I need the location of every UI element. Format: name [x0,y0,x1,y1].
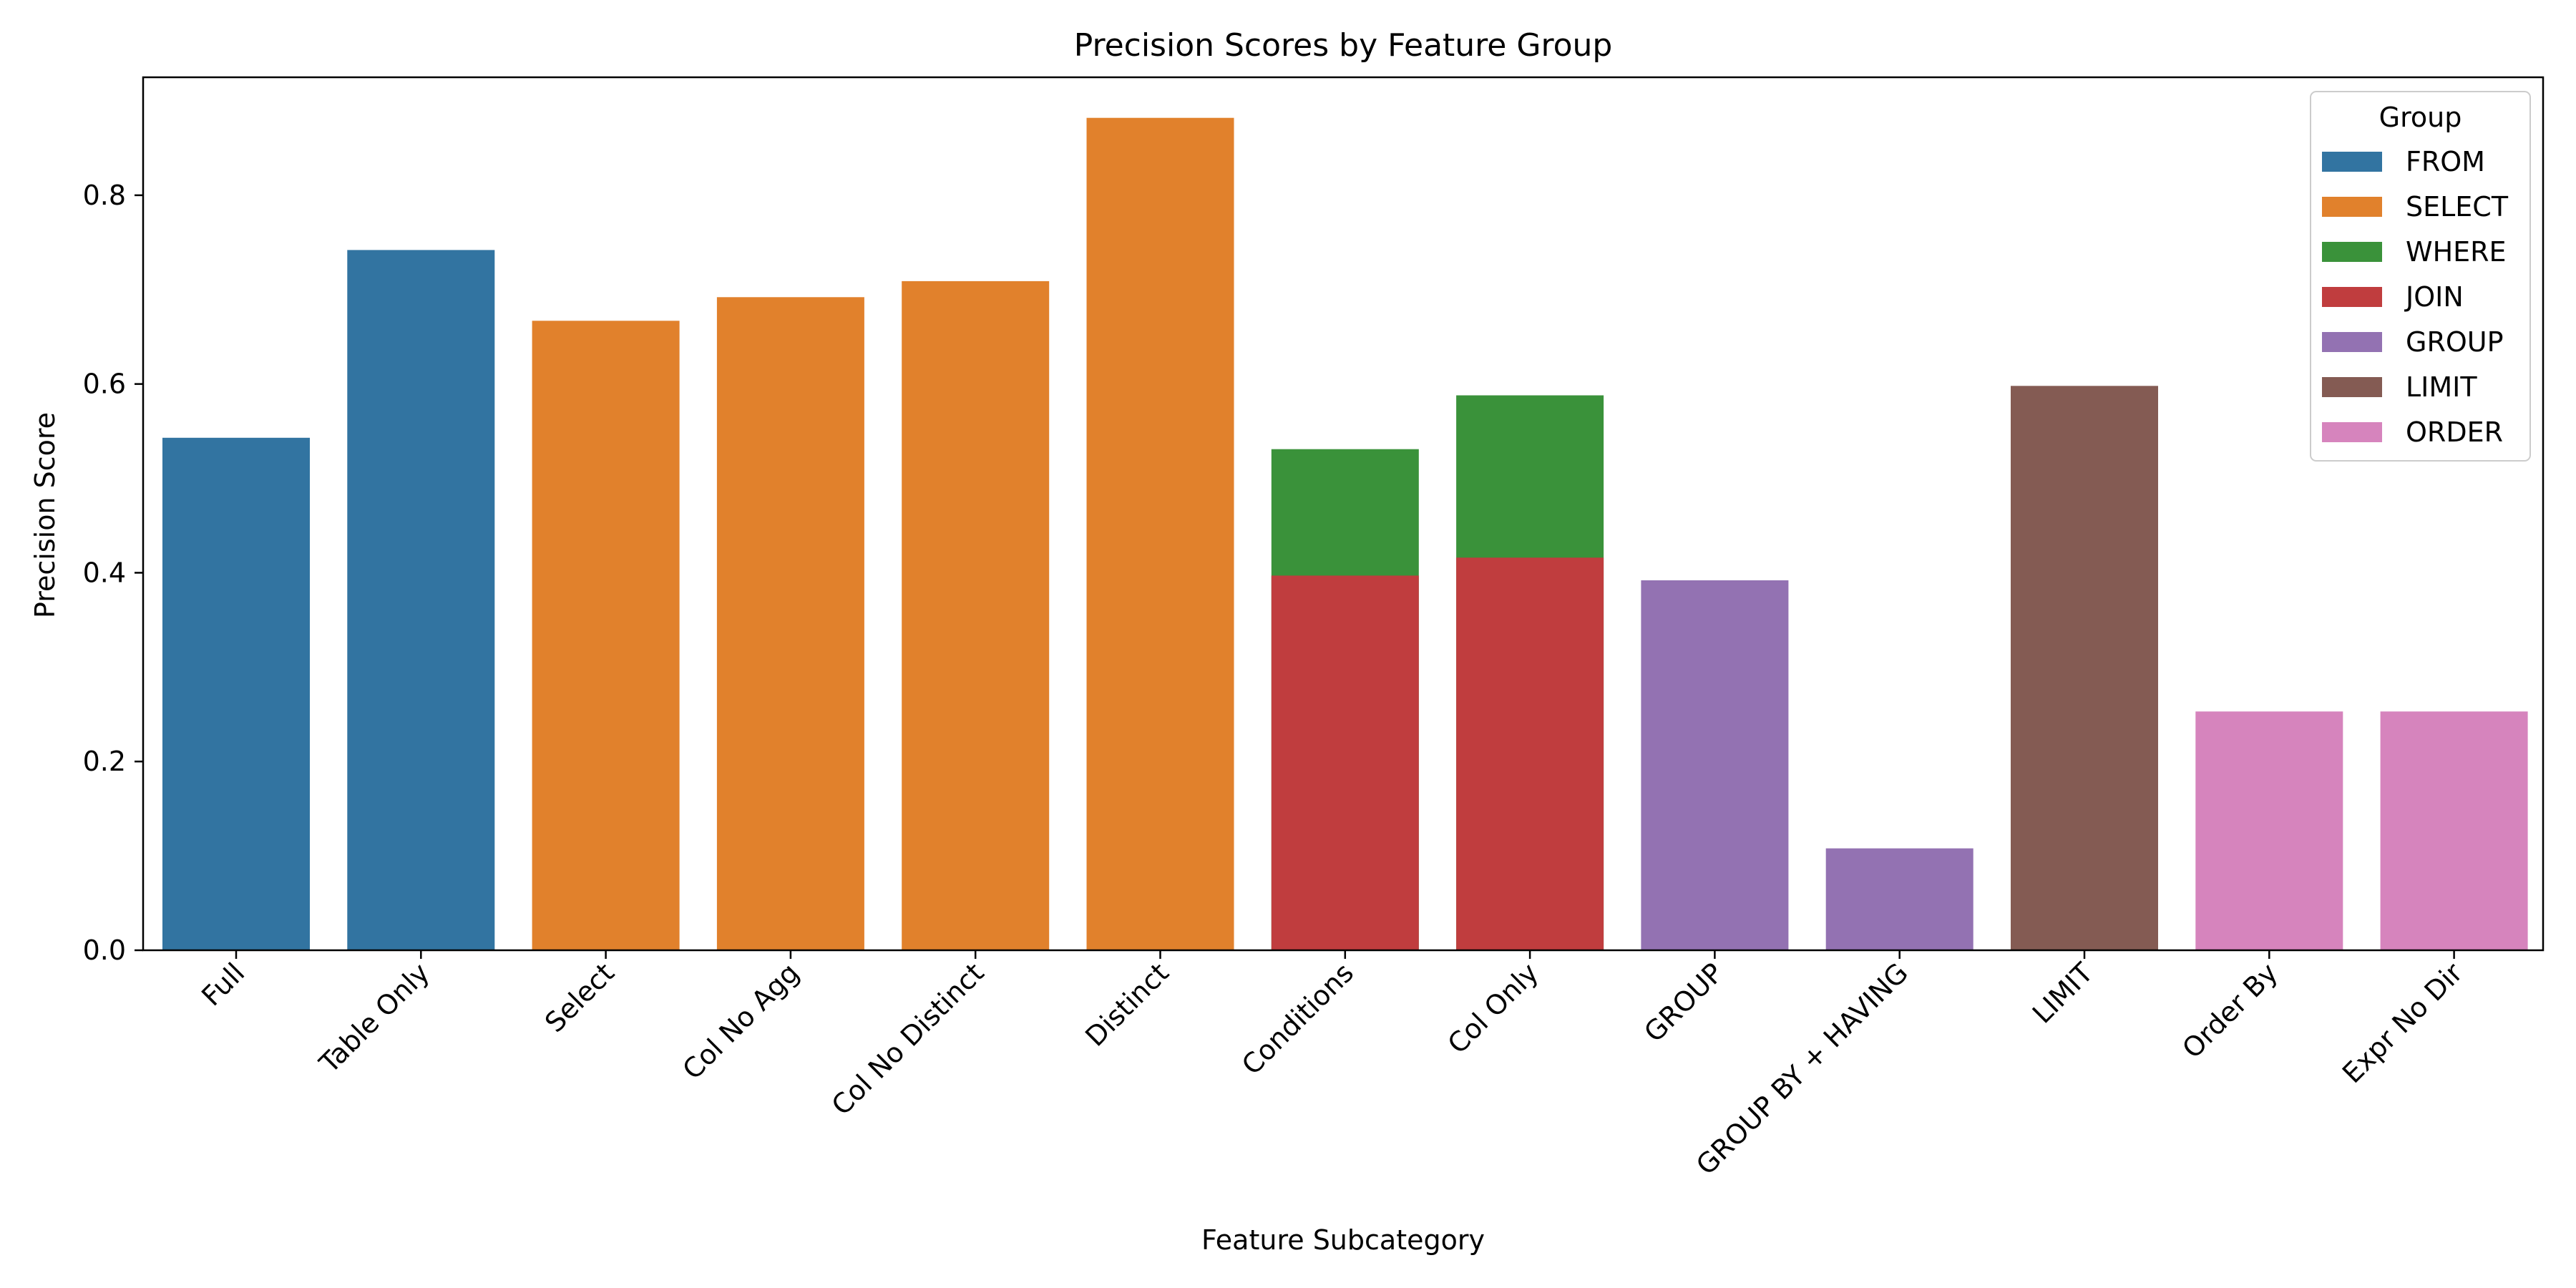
legend-label-order: ORDER [2406,416,2503,448]
y-tick-label: 0.0 [83,935,126,966]
bar-select-3 [716,297,864,950]
bar-from-0 [162,437,310,950]
legend-swatch-select [2322,197,2382,217]
legend-label-join: JOIN [2404,281,2464,313]
legend-label-limit: LIMIT [2406,371,2477,403]
bar-limit-12 [2011,386,2158,950]
bar-order-13 [2195,711,2343,950]
y-tick-label: 0.2 [83,746,126,777]
legend-title: Group [2379,102,2462,133]
legend: Group FROM SELECT WHERE JOIN GROUP LIMIT ORDER [2310,91,2531,462]
legend-swatch-join [2322,287,2382,307]
bar-from-1 [347,250,495,950]
y-tick-label: 0.8 [83,180,126,211]
x-axis-label: Feature Subcategory [1201,1224,1485,1256]
y-axis: 0.0 0.2 0.4 0.6 0.8 [83,180,143,966]
y-tick-label: 0.6 [83,369,126,400]
bars-layer [162,117,2528,951]
legend-swatch-limit [2322,377,2382,397]
legend-swatch-where [2322,242,2382,262]
legend-swatch-order [2322,422,2382,442]
legend-label-group: GROUP [2406,326,2504,358]
bar-join-9 [1456,557,1604,950]
legend-label-select: SELECT [2406,191,2509,223]
bar-select-2 [532,321,680,950]
y-tick-label: 0.4 [83,557,126,588]
bar-select-4 [902,280,1050,950]
legend-frame [2310,91,2531,462]
legend-label-where: WHERE [2406,236,2507,268]
bar-group-10 [1641,580,1789,950]
bar-select-5 [1086,117,1234,951]
bar-group-11 [1825,848,1974,950]
bar-order-14 [2380,711,2528,950]
chart-title: Precision Scores by Feature Group [1074,27,1613,64]
legend-swatch-from [2322,152,2382,172]
y-axis-label: Precision Score [29,412,61,618]
plot-frame [142,76,2545,952]
bar-join-7 [1271,575,1419,950]
legend-label-from: FROM [2406,146,2485,177]
legend-swatch-group [2322,332,2382,352]
